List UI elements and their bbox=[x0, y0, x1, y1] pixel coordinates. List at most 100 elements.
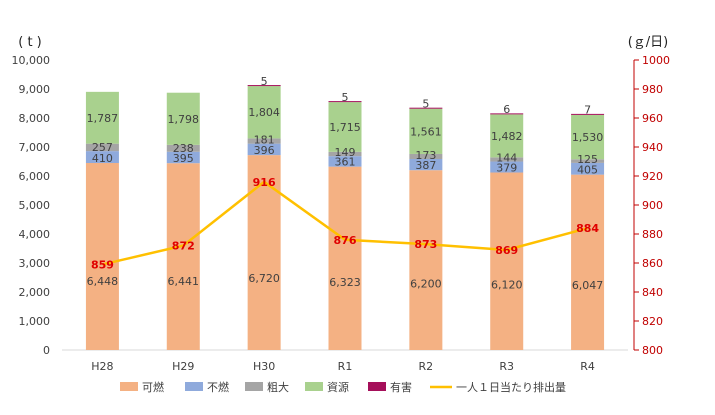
left-tick-label: 8,000 bbox=[19, 112, 51, 125]
bar-segment bbox=[490, 114, 524, 158]
bar-data-label: 387 bbox=[415, 159, 436, 172]
bar-segment bbox=[409, 107, 443, 109]
line-data-label: 916 bbox=[253, 176, 276, 189]
right-tick-label: 940 bbox=[642, 141, 663, 154]
bar-segment bbox=[247, 143, 281, 156]
legend-label: 粗大 bbox=[267, 380, 289, 394]
bar-segment bbox=[490, 113, 524, 115]
legend-label: 不燃 bbox=[207, 380, 229, 394]
bar-data-label: 173 bbox=[415, 149, 436, 162]
right-tick-label: 980 bbox=[642, 83, 663, 96]
category-label: R4 bbox=[580, 360, 595, 373]
bar-segment bbox=[409, 153, 443, 159]
line-series bbox=[102, 180, 588, 266]
legend-swatch bbox=[305, 382, 323, 391]
right-tick-label: 880 bbox=[642, 228, 663, 241]
legend-swatch bbox=[368, 382, 386, 391]
bar-data-label: 1,804 bbox=[248, 106, 280, 119]
bar-segment bbox=[166, 151, 200, 164]
bar-segment bbox=[490, 157, 524, 162]
left-tick-label: 1,000 bbox=[19, 315, 51, 328]
line-data-label: 876 bbox=[334, 234, 357, 247]
bar-segment bbox=[166, 92, 200, 145]
bar-segment bbox=[571, 113, 605, 115]
left-tick-label: 4,000 bbox=[19, 228, 51, 241]
line-data-label: 869 bbox=[495, 244, 518, 257]
bar-segment bbox=[247, 86, 281, 139]
legend-label: 可燃 bbox=[142, 380, 164, 394]
bar-segment bbox=[166, 144, 200, 152]
bar-data-label: 7 bbox=[584, 104, 591, 117]
bar-segment bbox=[166, 163, 200, 350]
bar-data-label: 5 bbox=[261, 75, 268, 88]
legend-label: 一人１日当たり排出量 bbox=[456, 380, 566, 394]
category-label: H30 bbox=[253, 360, 275, 373]
bar-data-label: 405 bbox=[577, 164, 598, 177]
bar-data-label: 6,441 bbox=[168, 275, 200, 288]
bar-data-label: 181 bbox=[254, 134, 275, 147]
right-tick-label: 860 bbox=[642, 257, 663, 270]
line-data-label: 859 bbox=[91, 258, 114, 271]
bar-data-label: 149 bbox=[335, 146, 356, 159]
bar-segment bbox=[247, 155, 281, 350]
category-label: R3 bbox=[499, 360, 514, 373]
bar-data-label: 1,530 bbox=[572, 131, 604, 144]
legend-swatch bbox=[120, 382, 138, 391]
bar-segment bbox=[409, 170, 443, 350]
bar-segment bbox=[328, 151, 362, 157]
bar-data-label: 5 bbox=[422, 98, 429, 111]
left-tick-label: 5,000 bbox=[19, 199, 51, 212]
bar-data-label: 6,200 bbox=[410, 277, 442, 290]
bar-segment bbox=[328, 166, 362, 350]
axes-group: 0 1,000 2,000 3,000 4,000 5,000 6,000 7,000 8,00… bbox=[12, 54, 671, 373]
bar-data-label: 238 bbox=[173, 142, 194, 155]
bars-group bbox=[85, 85, 605, 350]
line-series-group: 859 872 916 876 873 869 884 bbox=[91, 176, 599, 272]
bar-segment bbox=[85, 163, 119, 350]
right-tick-label: 960 bbox=[642, 112, 663, 125]
bar-data-label: 6,120 bbox=[491, 278, 523, 291]
left-tick-label: 3,000 bbox=[19, 257, 51, 270]
legend-swatch bbox=[245, 382, 263, 391]
bar-data-label: 1,482 bbox=[491, 130, 523, 143]
bar-data-label: 6,720 bbox=[248, 272, 280, 285]
bar-segment bbox=[328, 101, 362, 103]
left-axis-unit: ( t ) bbox=[18, 35, 42, 50]
left-tick-label: 10,000 bbox=[12, 54, 51, 67]
bar-data-label: 6,047 bbox=[572, 279, 604, 292]
right-tick-label: 840 bbox=[642, 286, 663, 299]
bar-segment bbox=[328, 156, 362, 167]
bar-data-label: 144 bbox=[496, 152, 517, 165]
right-axis-unit: (ｇ/日) bbox=[628, 35, 669, 50]
right-tick-label: 900 bbox=[642, 199, 663, 212]
bar-segment bbox=[85, 151, 119, 164]
left-tick-label: 0 bbox=[43, 344, 50, 357]
category-label: R1 bbox=[338, 360, 353, 373]
bar-segment bbox=[571, 159, 605, 163]
bar-data-label: 257 bbox=[92, 141, 113, 154]
left-tick-label: 6,000 bbox=[19, 170, 51, 183]
bar-segment bbox=[409, 108, 443, 154]
bar-data-label: 1,787 bbox=[87, 112, 119, 125]
bar-data-label: 396 bbox=[254, 144, 275, 157]
legend-label: 有害 bbox=[390, 380, 412, 394]
bar-segment bbox=[490, 172, 524, 350]
right-tick-label: 1000 bbox=[642, 54, 670, 67]
bar-segment bbox=[85, 91, 119, 144]
left-tick-label: 7,000 bbox=[19, 141, 51, 154]
bar-data-label: 125 bbox=[577, 153, 598, 166]
bar-segment bbox=[247, 138, 281, 144]
bar-segment bbox=[571, 114, 605, 160]
bar-segment bbox=[247, 85, 281, 87]
category-label: H28 bbox=[91, 360, 113, 373]
right-tick-label: 920 bbox=[642, 170, 663, 183]
bar-segment bbox=[571, 174, 605, 350]
bar-data-label: 379 bbox=[496, 162, 517, 175]
left-tick-label: 2,000 bbox=[19, 286, 51, 299]
bar-data-label: 6,323 bbox=[329, 276, 361, 289]
bar-data-label: 410 bbox=[92, 152, 113, 165]
legend: 可燃 不燃 粗大 資源 有害 一人１日当たり排出量 bbox=[120, 380, 566, 394]
right-tick-label: 820 bbox=[642, 315, 663, 328]
